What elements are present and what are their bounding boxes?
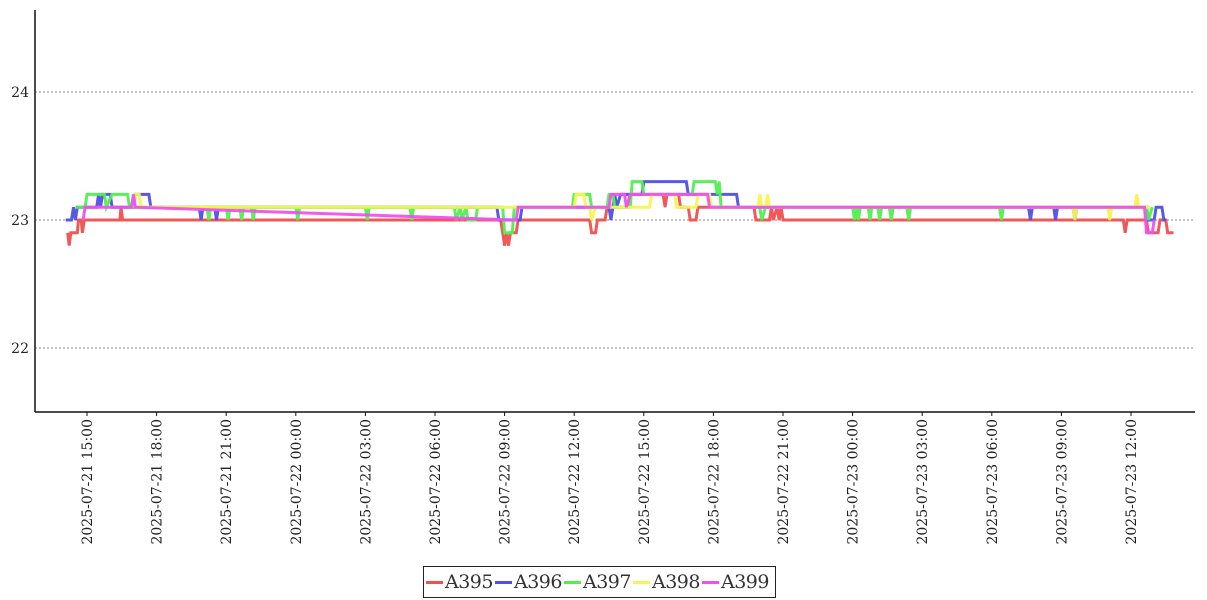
x-tick-label: 2025-07-22 09:00 [498,419,514,545]
x-tick-label: 2025-07-22 06:00 [428,419,444,545]
legend-item-a398: A398 [633,571,701,593]
x-tick-label: 2025-07-22 00:00 [289,419,305,545]
legend-swatch [495,580,512,584]
x-tick-label: 2025-07-21 15:00 [80,419,96,545]
legend-label: A398 [652,571,701,593]
legend-swatch [633,580,650,584]
x-tick-label: 2025-07-23 03:00 [915,419,931,545]
x-tick-label: 2025-07-21 18:00 [150,419,166,545]
x-tick-labels: 2025-07-21 15:00 2025-07-21 18:00 2025-07-… [80,412,1140,545]
x-tick-label: 2025-07-22 15:00 [637,419,653,545]
legend: A395 A396 A397 A398 A399 [423,566,776,598]
x-tick-label: 2025-07-23 12:00 [1124,419,1140,545]
x-tick-label: 2025-07-23 06:00 [985,419,1001,545]
legend-swatch [702,580,719,584]
legend-label: A397 [583,571,632,593]
legend-label: A395 [445,571,494,593]
x-tick-label: 2025-07-22 18:00 [706,419,722,545]
legend-swatch [426,580,443,584]
y-tick-label: 24 [11,85,29,101]
legend-item-a395: A395 [426,571,494,593]
y-tick-label: 22 [11,341,29,357]
x-tick-label: 2025-07-22 21:00 [776,419,792,545]
legend-item-a399: A399 [702,571,770,593]
x-tick-label: 2025-07-22 12:00 [567,419,583,545]
x-tick-label: 2025-07-23 00:00 [846,419,862,545]
legend-item-a397: A397 [564,571,632,593]
series-layer [65,180,1174,246]
y-tick-label: 23 [11,213,29,229]
series-line-a399 [81,192,1156,235]
x-tick-label: 2025-07-23 09:00 [1054,419,1070,545]
legend-label: A396 [514,571,563,593]
legend-swatch [564,580,581,584]
y-tick-labels: 22 23 24 [11,85,29,357]
axes [34,10,1195,413]
x-tick-label: 2025-07-22 03:00 [358,419,374,545]
legend-item-a396: A396 [495,571,563,593]
legend-label: A399 [721,571,770,593]
x-tick-label: 2025-07-21 21:00 [219,419,235,545]
